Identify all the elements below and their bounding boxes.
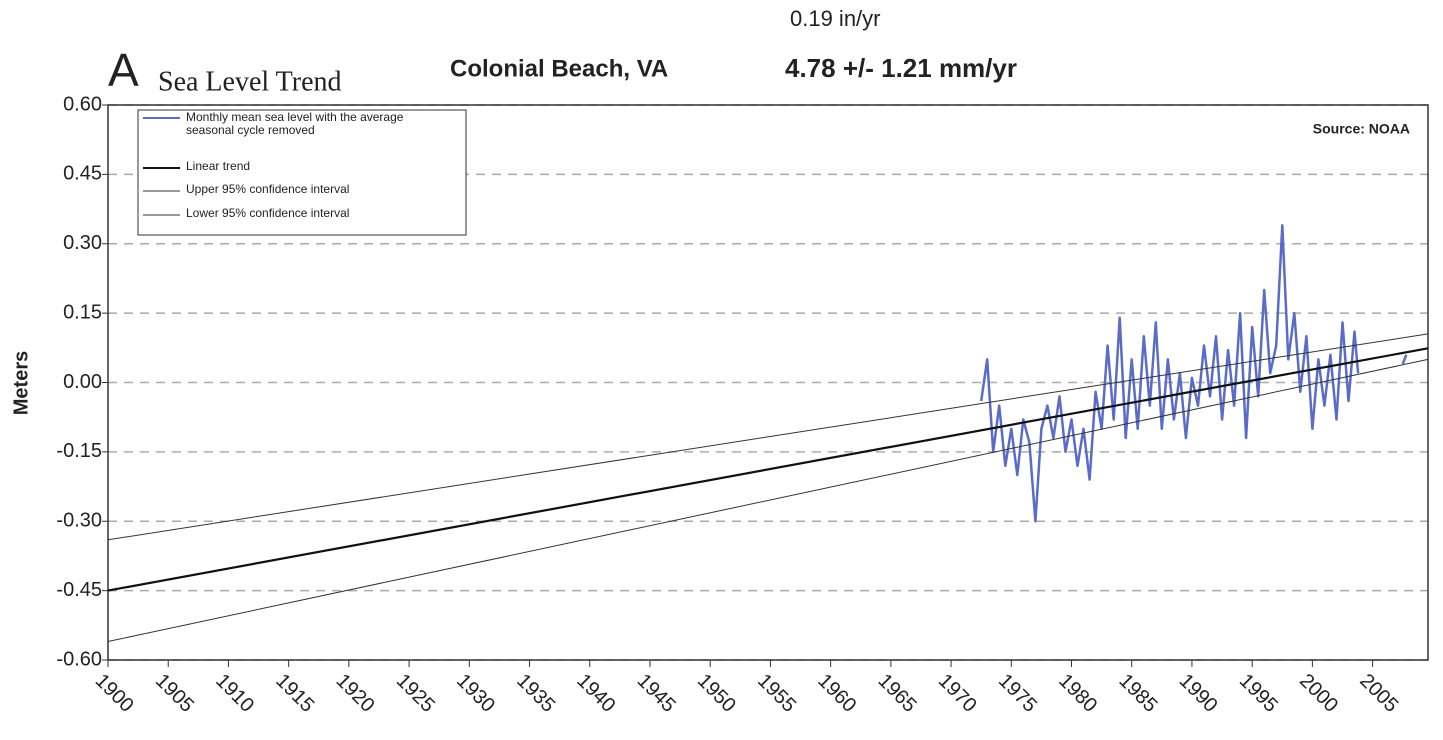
legend-entry: Monthly mean sea level with the average … <box>186 111 404 137</box>
legend-entry: Linear trend <box>186 160 251 173</box>
x-tick-label: 1955 <box>753 670 800 717</box>
x-tick-label: 1925 <box>392 670 439 717</box>
series-line <box>979 224 1408 523</box>
legend-entry: Upper 95% confidence interval <box>186 183 350 196</box>
x-tick-label: 1970 <box>934 670 981 717</box>
rate-in: 0.19 in/yr <box>790 6 881 31</box>
x-tick-label: 1940 <box>572 670 619 717</box>
x-tick-label: 1965 <box>874 670 921 717</box>
legend-label: Monthly mean sea level with the average … <box>186 111 404 137</box>
x-tick-label: 1920 <box>332 670 379 717</box>
legend-label: Linear trend <box>186 160 251 173</box>
x-tick-label: 1905 <box>151 670 198 717</box>
x-tick-label: 1945 <box>633 670 680 717</box>
y-tick-label: -0.60 <box>56 648 102 670</box>
rate-mm: 4.78 +/- 1.21 mm/yr <box>785 53 1017 83</box>
x-tick-label: 1995 <box>1235 670 1282 717</box>
x-tick-label: 1980 <box>1054 670 1101 717</box>
y-tick-label: -0.45 <box>56 579 102 601</box>
x-tick-label: 2005 <box>1355 670 1402 717</box>
legend-box <box>137 109 467 236</box>
x-tick-label: 1935 <box>512 670 559 717</box>
x-tick-label: 1910 <box>211 670 258 717</box>
source-note: Source: NOAA <box>1313 121 1410 137</box>
x-tick-label: 1975 <box>994 670 1041 717</box>
x-tick-label: 1930 <box>452 670 499 717</box>
y-tick-label: 0.15 <box>63 301 102 323</box>
x-tick-label: 1915 <box>271 670 318 717</box>
series-line <box>107 358 1429 642</box>
y-axis-label: Meters <box>10 351 32 415</box>
x-tick-label: 1985 <box>1114 670 1161 717</box>
y-tick-label: 0.00 <box>63 371 102 393</box>
series-line <box>107 347 1429 592</box>
chart-title: Sea Level Trend <box>158 66 342 97</box>
y-tick-label: 0.60 <box>63 93 102 115</box>
x-tick-label: 1960 <box>813 670 860 717</box>
x-tick-label: 2000 <box>1295 670 1342 717</box>
y-tick-label: 0.30 <box>63 232 102 254</box>
y-tick-label: -0.15 <box>56 440 102 462</box>
legend-entry: Lower 95% confidence interval <box>186 207 350 220</box>
panel-letter: A <box>108 44 139 96</box>
x-tick-label: 1950 <box>693 670 740 717</box>
y-tick-label: -0.30 <box>56 510 102 532</box>
legend-label: Upper 95% confidence interval <box>186 183 350 196</box>
y-tick-label: 0.45 <box>63 163 102 185</box>
series-line <box>107 333 1429 541</box>
x-tick-label: 1990 <box>1175 670 1222 717</box>
station-name: Colonial Beach, VA <box>450 55 668 82</box>
legend-label: Lower 95% confidence interval <box>186 207 350 220</box>
plot-frame <box>107 104 1429 661</box>
x-tick-label: 1900 <box>91 670 138 717</box>
